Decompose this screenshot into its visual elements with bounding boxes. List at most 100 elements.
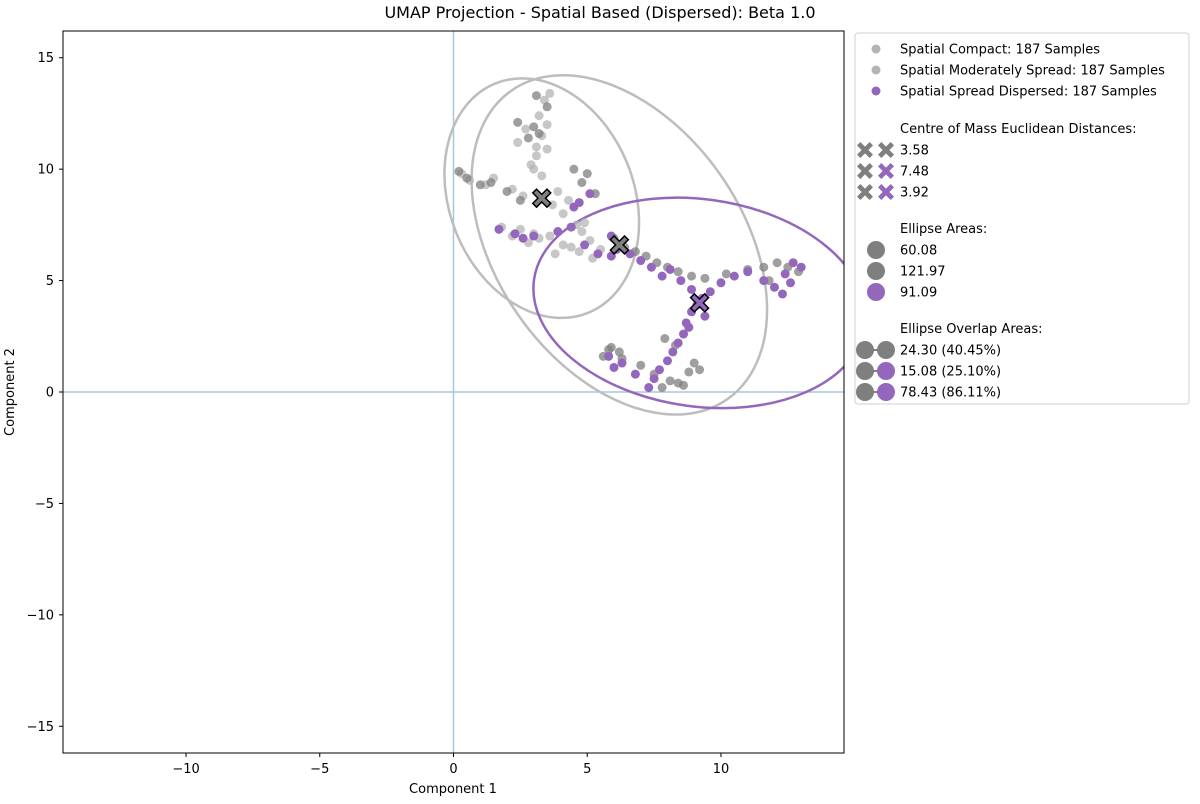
legend-distance-value: 3.58 — [900, 144, 929, 159]
data-point — [545, 231, 555, 241]
legend-overlap-marker — [856, 383, 874, 401]
y-tick-label: 5 — [46, 274, 54, 289]
data-point — [566, 222, 576, 232]
data-point — [687, 271, 697, 281]
legend-distance-value: 7.48 — [900, 165, 929, 180]
legend-marker — [871, 65, 881, 75]
data-point — [636, 256, 646, 266]
data-point — [580, 218, 590, 228]
data-point — [695, 365, 705, 375]
data-point — [721, 269, 731, 279]
legend-x-marker — [878, 184, 894, 200]
data-point — [705, 287, 715, 297]
y-tick-label: −15 — [27, 720, 54, 735]
data-point — [777, 289, 787, 299]
data-point — [644, 383, 654, 393]
data-point — [673, 338, 683, 348]
data-point — [542, 120, 552, 130]
data-point — [673, 267, 683, 277]
legend-distance-value: 3.92 — [900, 186, 929, 201]
ellipse-3 — [532, 196, 844, 410]
legend-x-marker — [857, 184, 873, 200]
data-point — [580, 240, 590, 250]
data-point — [569, 202, 579, 212]
data-point — [502, 186, 512, 196]
data-point — [518, 233, 528, 243]
data-point — [604, 351, 614, 361]
plot-inner — [63, 31, 844, 753]
x-axis-label: Component 1 — [409, 782, 497, 797]
centroid-marker-2 — [609, 234, 630, 255]
legend-overlap-marker — [856, 341, 874, 359]
legend-area-marker — [867, 262, 885, 280]
data-point — [665, 376, 675, 386]
x-tick-label: 5 — [583, 762, 591, 777]
data-point — [684, 322, 694, 332]
y-tick-label: 15 — [37, 51, 54, 66]
data-point — [700, 273, 710, 283]
legend-x-marker — [878, 142, 894, 158]
legend-x-marker — [878, 163, 894, 179]
data-point — [662, 356, 672, 366]
data-point — [529, 122, 539, 132]
data-point — [636, 360, 646, 370]
legend-overlap-value: 15.08 (25.10%) — [900, 365, 1001, 380]
data-point — [729, 271, 739, 281]
data-point — [614, 347, 624, 357]
data-point — [475, 180, 485, 190]
data-point — [577, 178, 587, 188]
data-point — [660, 334, 670, 344]
legend-area-value: 121.97 — [900, 265, 946, 280]
data-point — [542, 102, 552, 112]
data-point — [521, 124, 531, 134]
legend-x-marker — [857, 163, 873, 179]
data-point — [510, 229, 520, 239]
chart-title: UMAP Projection - Spatial Based (Dispers… — [384, 3, 815, 22]
data-point — [577, 227, 587, 237]
data-point — [657, 383, 667, 393]
y-tick-label: 0 — [46, 386, 54, 401]
data-point — [558, 209, 568, 219]
series-2 — [454, 91, 804, 393]
data-point — [657, 271, 667, 281]
data-point — [523, 133, 533, 143]
data-point — [585, 189, 595, 199]
y-tick-label: −10 — [27, 608, 54, 623]
data-point — [462, 173, 472, 183]
x-tick-label: −10 — [172, 762, 199, 777]
data-point — [486, 178, 496, 188]
data-point — [769, 282, 779, 292]
legend-overlaps-title: Ellipse Overlap Areas: — [900, 322, 1043, 337]
legend-area-marker — [867, 241, 885, 259]
ellipse-2 — [470, 74, 769, 416]
data-point — [569, 164, 579, 174]
centroid-marker-3 — [689, 292, 710, 313]
data-point — [582, 169, 592, 179]
data-point — [513, 137, 523, 147]
legend-x-marker — [857, 142, 873, 158]
data-point — [689, 358, 699, 368]
data-point — [566, 242, 576, 252]
legend-series-label: Spatial Moderately Spread: 187 Samples — [900, 64, 1165, 79]
data-point — [529, 164, 539, 174]
data-point — [531, 142, 541, 152]
data-point — [786, 278, 796, 288]
data-point — [759, 276, 769, 286]
data-point — [534, 129, 544, 139]
ellipse-1 — [443, 77, 641, 320]
legend-box — [854, 32, 1190, 405]
data-point — [545, 88, 555, 98]
data-point — [743, 267, 753, 277]
data-point — [531, 91, 541, 101]
series-3 — [494, 189, 806, 393]
data-point — [494, 224, 504, 234]
legend-overlap-marker — [877, 341, 895, 359]
data-point — [454, 166, 464, 176]
y-tick-label: −5 — [35, 497, 54, 512]
data-point — [553, 186, 563, 196]
data-point — [668, 347, 678, 357]
data-point — [553, 227, 563, 237]
legend-distances-title: Centre of Mass Euclidean Distances: — [900, 122, 1137, 137]
data-point — [687, 284, 697, 294]
